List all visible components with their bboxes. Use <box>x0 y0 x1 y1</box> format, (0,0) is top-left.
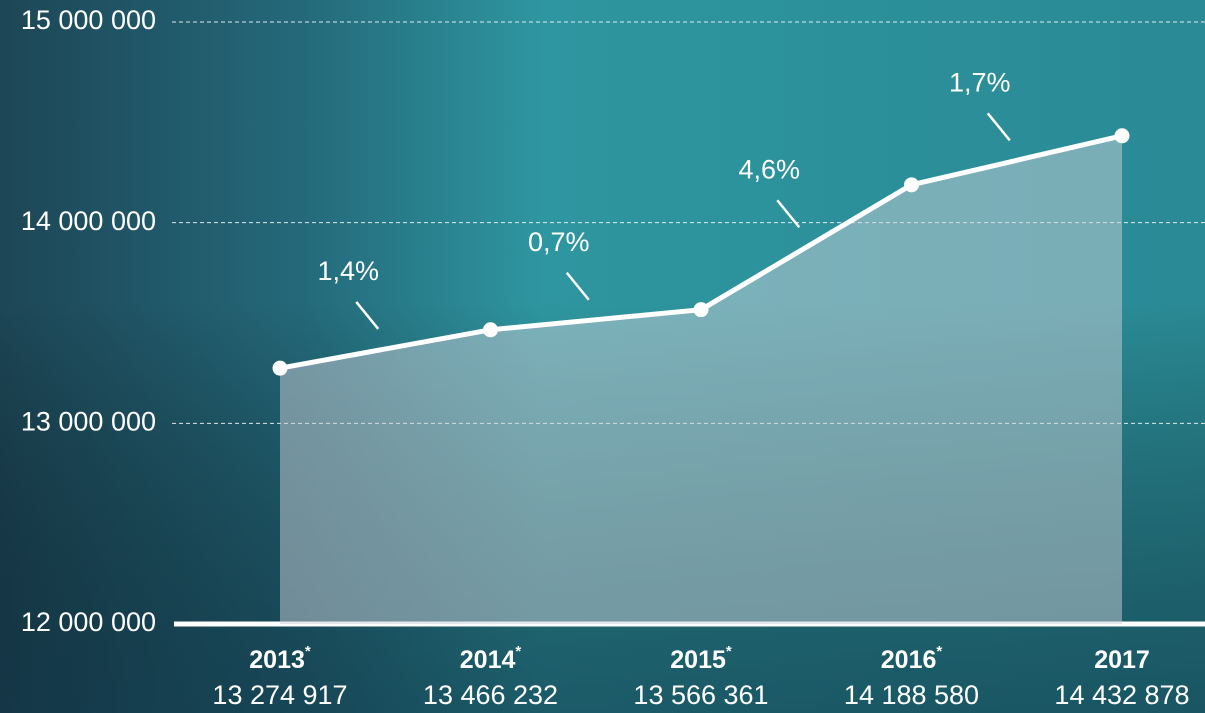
growth-label: 4,6% <box>738 154 800 184</box>
category-year: 2016 <box>881 646 937 674</box>
value-label: 13 566 361 <box>633 680 768 710</box>
y-tick-label: 15 000 000 <box>21 5 156 35</box>
growth-label: 0,7% <box>528 227 590 257</box>
x-tick-label: 2017 <box>1094 646 1150 674</box>
value-label: 13 274 917 <box>212 680 347 710</box>
category-year: 2014 <box>460 646 516 674</box>
category-year: 2013 <box>249 646 305 674</box>
y-tick-label: 14 000 000 <box>21 206 156 236</box>
footnote-mark: * <box>305 643 311 660</box>
x-tick-label: 2016* <box>881 643 943 674</box>
x-tick-label: 2014* <box>460 643 522 674</box>
point <box>904 177 919 193</box>
category-year: 2015 <box>670 646 726 674</box>
y-tick-label: 13 000 000 <box>21 406 156 436</box>
category-year: 2017 <box>1094 646 1150 674</box>
y-tick-label: 12 000 000 <box>21 607 156 637</box>
area <box>280 135 1122 624</box>
footnote-mark: * <box>515 643 521 660</box>
point <box>1114 128 1130 144</box>
x-tick-label: 2015* <box>670 643 732 674</box>
footnote-mark: * <box>726 643 732 660</box>
annotation-pointer <box>776 199 801 229</box>
footnote-mark: * <box>936 643 942 660</box>
point <box>483 322 498 338</box>
value-label: 14 432 878 <box>1054 680 1189 710</box>
annotation-pointer <box>565 271 590 301</box>
point <box>693 302 709 318</box>
growth-label: 1,4% <box>317 256 379 286</box>
point <box>272 360 288 376</box>
x-tick-label: 2013* <box>249 643 311 674</box>
annotation-pointer <box>986 112 1011 142</box>
value-label: 13 466 232 <box>423 680 558 710</box>
growth-label: 1,7% <box>949 67 1011 97</box>
annotation-pointer <box>355 301 380 330</box>
value-label: 14 188 580 <box>844 680 979 710</box>
